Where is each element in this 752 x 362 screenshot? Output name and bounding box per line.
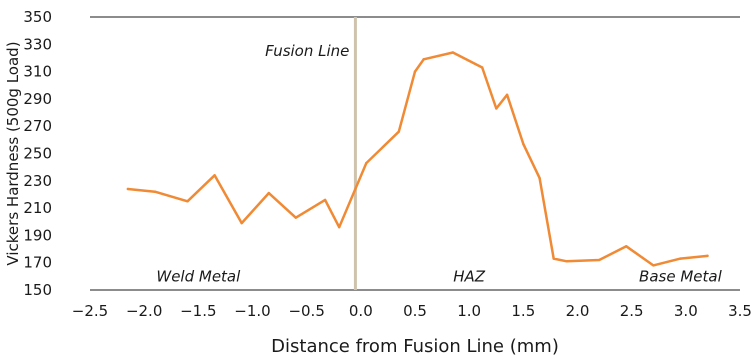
x-axis-ticks: −2.5 −2.0 −1.5 −1.0 −0.5 0.0 0.5 1.0 1.5 2.0 2.5 3.… xyxy=(72,302,752,320)
data-point xyxy=(413,70,417,73)
data-point xyxy=(337,226,341,229)
y-tick-label: 290 xyxy=(23,90,52,108)
data-point xyxy=(153,190,157,193)
data-point xyxy=(267,191,270,195)
data-point xyxy=(706,254,709,258)
x-tick-label: 0.5 xyxy=(403,302,427,320)
data-point xyxy=(679,257,682,260)
y-tick-label: 330 xyxy=(23,35,52,53)
data-point xyxy=(652,264,655,267)
y-tick-label: 210 xyxy=(23,199,52,217)
x-tick-label: −2.0 xyxy=(126,302,162,320)
x-tick-label: −0.5 xyxy=(288,302,324,320)
data-point xyxy=(522,142,525,146)
data-point xyxy=(294,216,298,219)
data-point xyxy=(213,174,216,177)
y-tick-label: 350 xyxy=(23,8,52,26)
region-label: HAZ xyxy=(453,267,486,285)
x-tick-label: 1.0 xyxy=(457,302,481,320)
data-point xyxy=(422,58,425,61)
x-tick-label: 3.5 xyxy=(728,302,752,320)
data-point xyxy=(323,198,327,202)
data-point xyxy=(597,258,601,262)
data-point xyxy=(505,93,509,97)
y-tick-label: 310 xyxy=(23,63,52,81)
x-tick-label: −1.5 xyxy=(180,302,216,320)
data-point xyxy=(451,51,455,54)
data-point xyxy=(126,187,130,191)
y-tick-label: 170 xyxy=(23,254,52,272)
region-annotations: Weld Metal HAZ Base Metal xyxy=(156,267,722,285)
x-tick-label: 3.0 xyxy=(674,302,698,320)
data-point xyxy=(538,176,541,180)
data-point xyxy=(186,200,189,203)
region-label: Base Metal xyxy=(639,267,723,285)
series-points xyxy=(126,51,709,267)
data-point xyxy=(480,66,484,69)
data-point xyxy=(365,161,368,165)
data-point xyxy=(625,245,628,248)
x-tick-label: −2.5 xyxy=(72,302,108,320)
x-tick-label: −1.0 xyxy=(234,302,270,320)
data-point xyxy=(552,257,555,260)
hardness-series-line xyxy=(126,51,709,267)
y-axis-ticks: 150 170 190 210 230 250 270 290 310 330 350 xyxy=(23,8,52,299)
region-label: Weld Metal xyxy=(156,267,241,285)
y-tick-label: 270 xyxy=(23,117,52,135)
y-tick-label: 250 xyxy=(23,145,52,163)
y-tick-label: 150 xyxy=(23,281,52,299)
x-axis-title: Distance from Fusion Line (mm) xyxy=(271,336,559,357)
y-tick-label: 190 xyxy=(23,226,52,244)
y-tick-label: 230 xyxy=(23,172,52,190)
x-tick-label: 2.5 xyxy=(620,302,644,320)
x-tick-label: 1.5 xyxy=(511,302,535,320)
data-point xyxy=(240,221,243,225)
data-point xyxy=(495,107,498,110)
data-point xyxy=(565,260,568,263)
fusion-line-label: Fusion Line xyxy=(265,42,349,60)
x-tick-label: 0.0 xyxy=(349,302,373,320)
y-axis-title: Vickers Hardness (500g Load) xyxy=(4,41,22,265)
x-tick-label: 2.0 xyxy=(566,302,590,320)
data-point xyxy=(397,130,400,133)
